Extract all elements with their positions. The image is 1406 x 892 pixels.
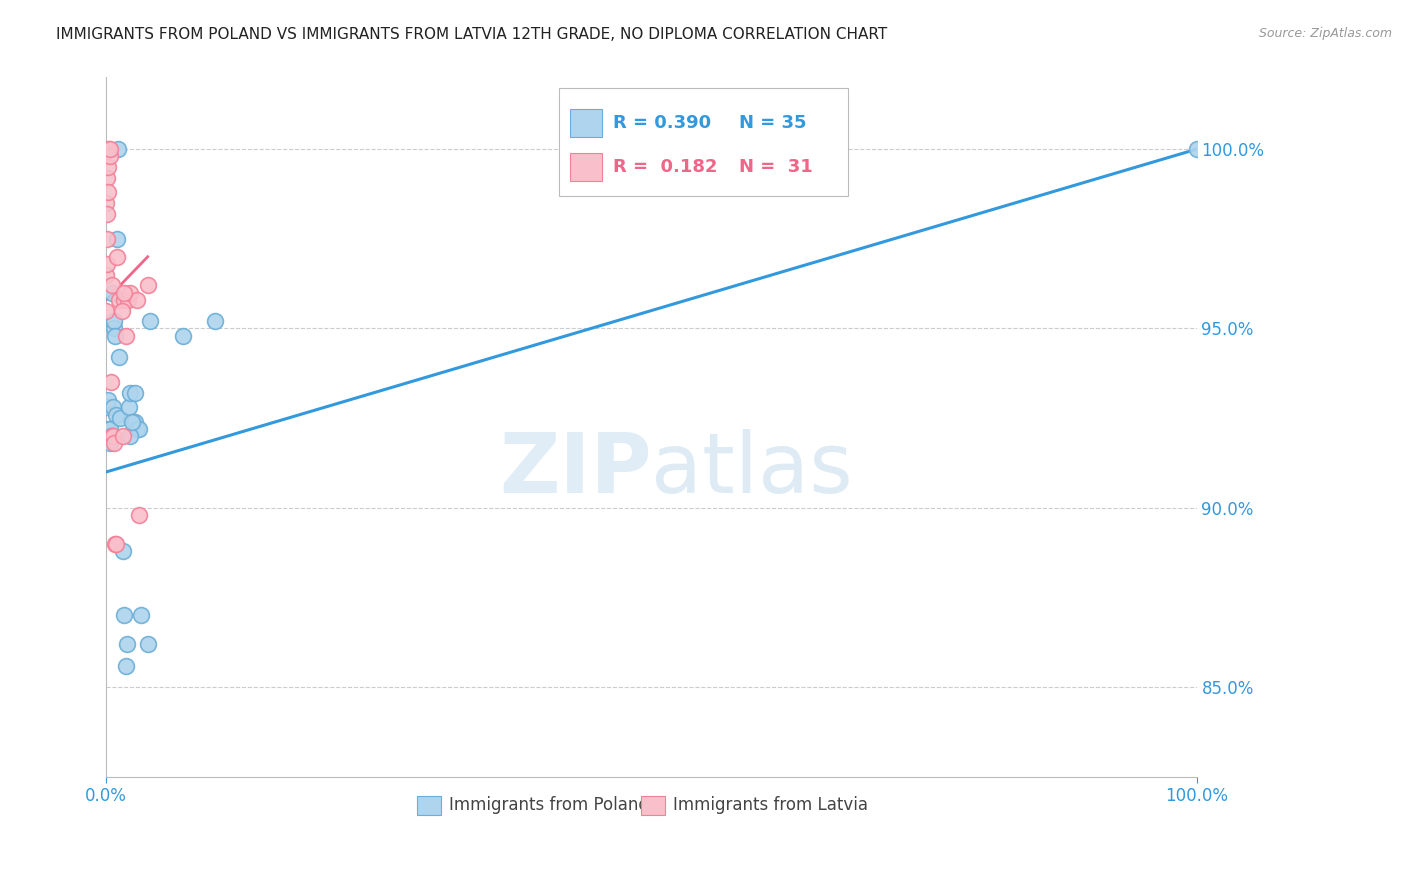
Bar: [418, 796, 441, 815]
Point: [96, 196, 118, 211]
Point: [107, 142, 129, 156]
Point: [97, 185, 120, 199]
Point: [204, 314, 226, 328]
Point: [105, 408, 128, 422]
Text: Source: ZipAtlas.com: Source: ZipAtlas.com: [1258, 27, 1392, 40]
Point: [104, 536, 127, 550]
Point: [98, 149, 121, 163]
Point: [108, 293, 131, 307]
Point: [118, 401, 141, 415]
Point: [96, 268, 118, 282]
Point: [112, 608, 135, 623]
Point: [98, 422, 121, 436]
Point: [172, 328, 194, 343]
Point: [97, 160, 120, 174]
Point: [97, 393, 120, 408]
Bar: [569, 109, 602, 136]
Point: [121, 415, 143, 429]
Point: [110, 411, 132, 425]
Text: N =  31: N = 31: [738, 158, 813, 176]
Point: [103, 314, 125, 328]
Point: [129, 608, 152, 623]
Point: [136, 278, 159, 293]
Point: [103, 436, 125, 450]
Point: [112, 285, 135, 300]
Point: [125, 293, 148, 307]
Text: atlas: atlas: [651, 428, 853, 509]
Point: [96, 232, 118, 246]
Point: [120, 429, 142, 443]
Point: [96, 303, 118, 318]
Point: [105, 232, 128, 246]
Point: [120, 285, 142, 300]
Point: [96, 207, 118, 221]
Text: IMMIGRANTS FROM POLAND VS IMMIGRANTS FROM LATVIA 12TH GRADE, NO DIPLOMA CORRELAT: IMMIGRANTS FROM POLAND VS IMMIGRANTS FRO…: [56, 27, 887, 42]
Text: R = 0.390: R = 0.390: [613, 114, 711, 132]
Point: [128, 508, 150, 522]
Text: R =  0.182: R = 0.182: [613, 158, 717, 176]
Point: [117, 293, 139, 307]
Point: [111, 544, 134, 558]
Bar: [569, 153, 602, 181]
Point: [110, 303, 132, 318]
Text: ZIP: ZIP: [499, 428, 651, 509]
Point: [96, 422, 118, 436]
Point: [100, 429, 122, 443]
Point: [108, 350, 131, 364]
Point: [139, 314, 162, 328]
Point: [120, 386, 142, 401]
Point: [98, 436, 121, 450]
Bar: [558, 88, 848, 196]
Point: [103, 321, 125, 335]
Point: [125, 422, 148, 436]
Point: [100, 376, 122, 390]
Point: [101, 429, 124, 443]
Bar: [641, 796, 665, 815]
Point: [136, 637, 159, 651]
Point: [105, 250, 128, 264]
Point: [115, 658, 138, 673]
Text: N = 35: N = 35: [738, 114, 806, 132]
Point: [97, 142, 120, 156]
Point: [100, 285, 122, 300]
Point: [101, 401, 124, 415]
Point: [128, 422, 150, 436]
Point: [98, 142, 121, 156]
Text: Immigrants from Latvia: Immigrants from Latvia: [673, 797, 869, 814]
Point: [96, 257, 118, 271]
Point: [104, 328, 127, 343]
Point: [124, 415, 146, 429]
Text: Immigrants from Poland: Immigrants from Poland: [449, 797, 648, 814]
Point: [115, 328, 138, 343]
Point: [111, 429, 134, 443]
Point: [100, 278, 122, 293]
Point: [1185, 142, 1208, 156]
Point: [122, 415, 145, 429]
Point: [115, 637, 138, 651]
Point: [96, 401, 118, 415]
Point: [112, 293, 135, 307]
Point: [100, 429, 122, 443]
Point: [96, 170, 118, 185]
Point: [124, 386, 146, 401]
Point: [105, 536, 128, 550]
